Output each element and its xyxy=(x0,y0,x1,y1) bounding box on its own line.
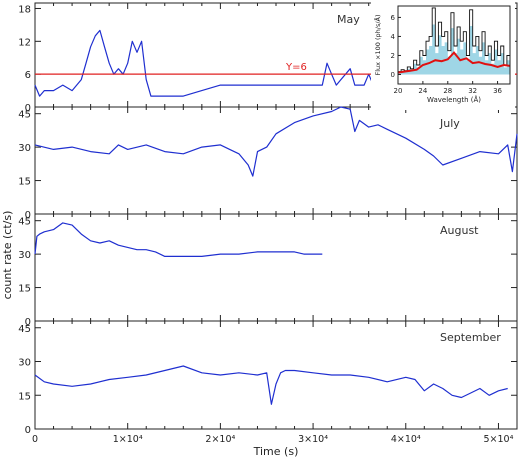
light-curve-line xyxy=(34,365,508,405)
x-tick-label: 4×10⁴ xyxy=(391,434,421,445)
inset-x-tick-label: 28 xyxy=(443,87,452,95)
y-tick-label: 15 xyxy=(18,284,31,295)
x-tick-label: 3×10⁴ xyxy=(298,434,328,445)
inset-x-tick-label: 20 xyxy=(394,87,403,95)
panel-title: July xyxy=(439,117,460,130)
inset-y-tick-label: 4 xyxy=(391,33,396,41)
light-curve-line xyxy=(34,106,518,177)
y-tick-label: 30 xyxy=(18,250,31,261)
inset-spectrum-red xyxy=(397,51,511,74)
y-tick-label: 6 xyxy=(25,70,31,81)
inset-model-fill xyxy=(398,24,510,75)
x-tick-label: 0 xyxy=(32,434,38,445)
x-tick-label: 1×10⁴ xyxy=(113,434,143,445)
panel-title: September xyxy=(440,331,501,344)
panels-group: 0 6 12 18 Y=6 May 0 15 30 45 July 0 15 30 45 August 0 15 3… xyxy=(18,2,518,445)
y-tick-label: 45 xyxy=(18,324,31,335)
panel-title: May xyxy=(337,13,360,26)
inset-spectrum-black xyxy=(398,7,510,73)
light-curve-line xyxy=(34,222,323,257)
y-tick-label: 30 xyxy=(18,143,31,154)
inset-x-tick-label: 24 xyxy=(418,87,427,95)
y-tick-label: 45 xyxy=(18,110,31,121)
x-axis-label: Time (s) xyxy=(253,445,299,458)
y-tick-label: 30 xyxy=(18,358,31,369)
y-tick-label: 15 xyxy=(18,391,31,402)
inset-y-tick-label: 6 xyxy=(391,14,396,22)
panel-august: 0 15 30 45 August xyxy=(18,213,518,328)
inset-y-tick-label: 0 xyxy=(391,71,395,79)
light-curve-line xyxy=(34,29,384,97)
x-tick-label: 2×10⁴ xyxy=(205,434,235,445)
y-tick-label: 0 xyxy=(25,425,31,436)
panel-september: 0 15 30 45 September xyxy=(18,320,518,436)
y-tick-label: 0 xyxy=(25,103,31,114)
y-tick-label: 18 xyxy=(18,4,31,15)
y-tick-label: 15 xyxy=(18,177,31,188)
panel-july: 0 15 30 45 July xyxy=(18,106,518,221)
y-tick-label: 12 xyxy=(18,37,31,48)
panel-title: August xyxy=(440,224,479,237)
inset-y-label: Flux ×100 (ph/s/Å) xyxy=(373,14,382,75)
y-tick-label: 45 xyxy=(18,217,31,228)
inset-x-label: Wavelength (Å) xyxy=(427,95,481,104)
y-axis-label: count rate (ct/s) xyxy=(1,211,14,300)
y-tick-label: 0 xyxy=(25,317,31,328)
x-tick-label: 5×10⁴ xyxy=(484,434,514,445)
inset-x-tick-label: 36 xyxy=(493,87,502,95)
y-tick-label: 0 xyxy=(25,210,31,221)
threshold-label: Y=6 xyxy=(285,62,307,73)
inset-y-tick-label: 2 xyxy=(391,52,395,60)
inset-x-tick-label: 32 xyxy=(468,87,477,95)
inset-frame xyxy=(397,5,511,85)
